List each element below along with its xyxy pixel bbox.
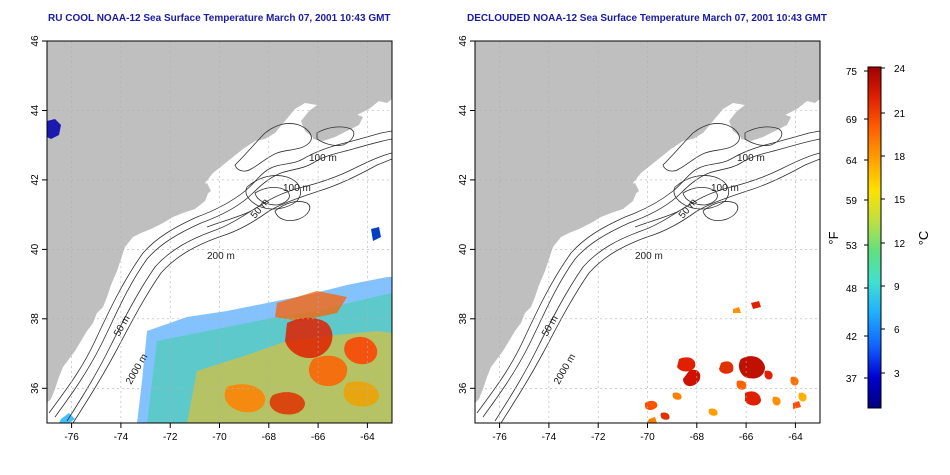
right-map-panel: 100 m 100 m 50 m 200 m 50 m 2000 m -76 -… [458,35,821,443]
right-lon-tick: -70 [640,432,655,443]
left-contour-label: 100 m [309,153,337,164]
left-lon-tick: -64 [360,432,375,443]
left-map-title: RU COOL NOAA-12 Sea Surface Temperature … [48,13,391,24]
colorbar-c-tick: 9 [894,282,900,293]
right-contour-label: 200 m [635,251,663,262]
colorbar-f-tick: 37 [846,374,858,385]
colorbar-c-tick: 15 [894,195,906,206]
right-lat-tick: 42 [458,174,469,186]
colorbar-c-tick: 6 [894,325,900,336]
left-lat-tick: 46 [30,35,41,47]
left-lat-tick: 44 [30,105,41,117]
colorbar-f-tick: 75 [846,67,858,78]
colorbar-c-tick: 12 [894,239,906,250]
left-lon-tick: -72 [163,432,178,443]
right-lon-tick: -74 [542,432,557,443]
colorbar-f-tick: 64 [846,156,858,167]
left-lat-tick: 36 [30,382,41,394]
right-map-title: DECLOUDED NOAA-12 Sea Surface Temperatur… [467,13,827,24]
colorbar-f-tick: 69 [846,115,858,126]
colorbar-c-tick: 24 [894,64,906,75]
left-lon-tick: -70 [212,432,227,443]
colorbar-c-tick: 21 [894,109,906,120]
colorbar-c-tick: 3 [894,369,900,380]
colorbar: 75 69 64 59 53 48 42 37 24 21 18 15 12 9… [826,64,931,409]
left-lon-tick: -74 [114,432,129,443]
colorbar-celsius-label: °C [916,231,931,246]
colorbar-f-tick: 53 [846,241,858,252]
right-lat-tick: 36 [458,382,469,394]
colorbar-f-tick: 59 [846,196,858,207]
right-lon-tick: -76 [492,432,507,443]
left-grid [47,41,392,423]
left-lon-tick: -76 [64,432,79,443]
right-lon-tick: -64 [788,432,803,443]
left-lat-tick: 40 [30,243,41,255]
colorbar-c-tick: 18 [894,152,906,163]
left-lat-tick: 38 [30,313,41,325]
left-contour-label: 200 m [207,251,235,262]
colorbar-fahrenheit-label: °F [826,231,841,244]
right-contour-label: 100 m [737,153,765,164]
right-lon-tick: -66 [739,432,754,443]
colorbar-gradient [867,66,882,409]
right-lat-tick: 44 [458,105,469,117]
colorbar-f-tick: 42 [846,332,858,343]
right-lon-tick: -72 [591,432,606,443]
right-lat-tick: 40 [458,243,469,255]
right-contour-label: 100 m [711,183,739,194]
colorbar-f-tick: 48 [846,284,858,295]
right-sst-overlay [645,301,807,423]
right-grid [475,41,820,423]
left-lon-tick: -66 [311,432,326,443]
left-sst-overlay [59,227,392,423]
left-lake-sst [47,119,61,139]
left-lat-tick: 42 [30,174,41,186]
left-contour-label: 100 m [283,183,311,194]
left-map-panel: 100 m 100 m 50 m 200 m 50 m 2000 m -76 -… [30,35,393,443]
right-lat-tick: 46 [458,35,469,47]
right-lon-tick: -68 [690,432,705,443]
right-lat-tick: 38 [458,313,469,325]
left-lon-tick: -68 [262,432,277,443]
